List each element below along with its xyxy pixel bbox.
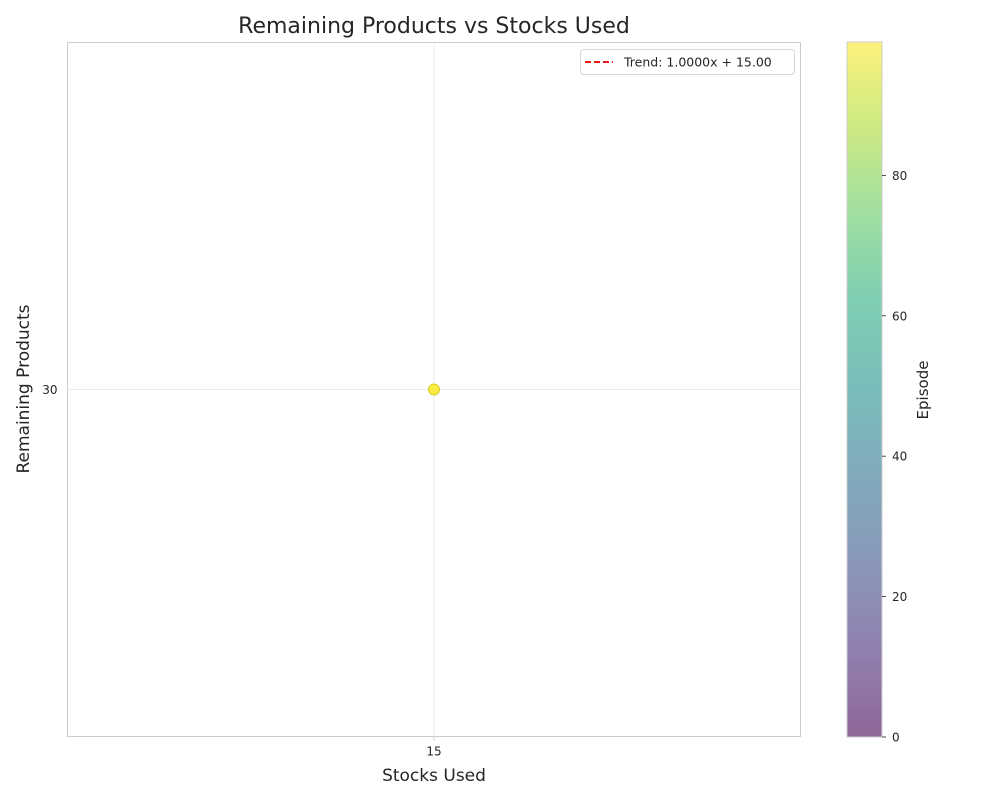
colorbar-tick-label: 60: [892, 309, 907, 323]
y-axis-label: Remaining Products: [14, 304, 34, 473]
colorbar-ticks: 0 20 40 60 80: [882, 169, 907, 745]
data-points: [428, 383, 440, 396]
colorbar: 0 20 40 60 80 Episode: [846, 41, 932, 745]
colorbar-gradient: [847, 42, 882, 737]
chart-title: Remaining Products vs Stocks Used: [238, 14, 630, 39]
x-axis-label: Stocks Used: [382, 766, 486, 786]
scatter-point: [428, 383, 440, 396]
y-axis-ticks: 30: [42, 383, 57, 397]
y-tick-label: 30: [42, 383, 57, 397]
legend-box: [580, 49, 795, 75]
colorbar-tick-label: 40: [892, 450, 907, 464]
colorbar-tick-label: 0: [892, 731, 900, 745]
x-axis-ticks: 15: [426, 736, 442, 759]
legend-trend-label: Trend: 1.0000x + 15.00: [623, 55, 772, 70]
colorbar-frame: [846, 41, 883, 738]
legend: Trend: 1.0000x + 15.00: [580, 49, 795, 75]
colorbar-label: Episode: [914, 361, 932, 420]
x-tick-label: 15: [426, 745, 441, 759]
colorbar-tick-label: 80: [892, 169, 907, 183]
colorbar-tick-label: 20: [892, 590, 907, 604]
